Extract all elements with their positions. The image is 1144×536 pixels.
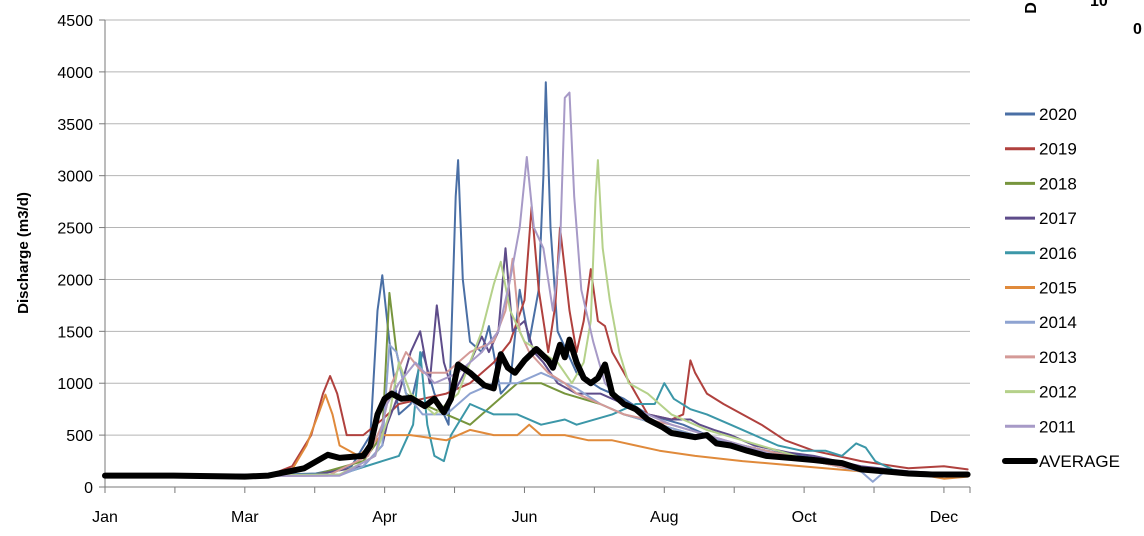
y-tick-labels: 0 500 1000 1500 2000 2500 3000 3500 4000 4500 — [57, 13, 93, 497]
series-line-2012 — [104, 159, 969, 478]
y-tick-label: 1500 — [57, 324, 93, 341]
y-tick-label: 4000 — [57, 65, 93, 82]
legend-label-2019: 2019 — [1039, 140, 1077, 159]
legend-label-2013: 2013 — [1039, 348, 1077, 367]
x-tick-label: Aug — [650, 509, 678, 526]
legend-label-average: AVERAGE — [1039, 452, 1120, 471]
y-tick-label: 0 — [84, 480, 93, 497]
legend-label-2017: 2017 — [1039, 209, 1077, 228]
series-line-2011 — [104, 91, 969, 478]
series-line-average — [102, 336, 971, 480]
x-tick-label: Mar — [231, 509, 259, 526]
legend-label-2015: 2015 — [1039, 279, 1077, 298]
legend-label-2018: 2018 — [1039, 174, 1077, 193]
corner-text-0: 0 — [1133, 21, 1142, 38]
series-line-2020 — [104, 81, 969, 477]
series-line-2017 — [104, 247, 969, 476]
y-tick-label: 2000 — [57, 272, 93, 289]
y-tick-label: 3000 — [57, 169, 93, 186]
y-tick-label: 500 — [66, 428, 93, 445]
x-tick-labels: Jan Mar Apr Jun Aug Oct Dec — [92, 509, 958, 526]
legend-label-2011: 2011 — [1039, 417, 1076, 436]
axes — [99, 19, 971, 493]
x-tick-label: Oct — [792, 509, 817, 526]
legend-label-2016: 2016 — [1039, 244, 1077, 263]
x-tick-label: Dec — [930, 509, 958, 526]
y-axis-label: Discharge (m3/d) — [15, 192, 32, 314]
y-tick-label: 4500 — [57, 13, 93, 30]
series-line-2015 — [104, 393, 969, 480]
x-tick-label: Jan — [92, 509, 118, 526]
x-tick-label: Apr — [372, 509, 398, 526]
series-lines — [102, 81, 971, 483]
y-tick-label: 2500 — [57, 221, 93, 238]
legend-label-2014: 2014 — [1039, 313, 1077, 332]
series-line-2013 — [104, 257, 969, 478]
gridlines — [105, 19, 970, 436]
series-line-2016 — [104, 351, 969, 477]
series-line-2019 — [104, 205, 969, 477]
corner-text-d: D — [1023, 2, 1040, 14]
legend: 2020 2019 2018 2017 2016 2015 2014 2013 2012 2011… — [1002, 105, 1120, 471]
y-tick-label: 3500 — [57, 117, 93, 134]
series-line-2018 — [104, 291, 969, 477]
y-tick-label: 1000 — [57, 376, 93, 393]
x-tick-label: Jun — [512, 509, 538, 526]
legend-label-2020: 2020 — [1039, 105, 1077, 124]
corner-text-10: 10 — [1090, 0, 1108, 10]
legend-label-2012: 2012 — [1039, 383, 1077, 402]
corner-cropped-text: D 10 0 — [1023, 0, 1142, 38]
